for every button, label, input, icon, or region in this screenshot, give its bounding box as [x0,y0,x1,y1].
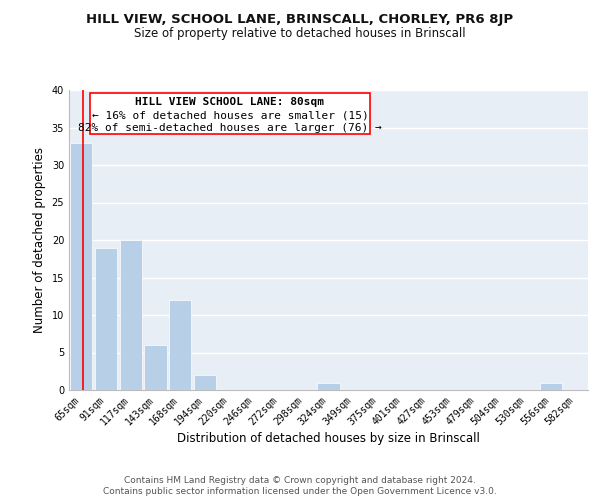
Text: Size of property relative to detached houses in Brinscall: Size of property relative to detached ho… [134,28,466,40]
Text: 82% of semi-detached houses are larger (76) →: 82% of semi-detached houses are larger (… [78,123,382,133]
Bar [540,382,562,390]
Bar [169,300,191,390]
Bar [119,240,142,390]
Bar [95,248,117,390]
Y-axis label: Number of detached properties: Number of detached properties [33,147,46,333]
Bar [145,345,167,390]
FancyBboxPatch shape [90,93,370,134]
Bar [70,142,92,390]
Bar [194,375,216,390]
Text: HILL VIEW SCHOOL LANE: 80sqm: HILL VIEW SCHOOL LANE: 80sqm [136,96,325,106]
Text: Contains public sector information licensed under the Open Government Licence v3: Contains public sector information licen… [103,488,497,496]
X-axis label: Distribution of detached houses by size in Brinscall: Distribution of detached houses by size … [177,432,480,446]
Text: HILL VIEW, SCHOOL LANE, BRINSCALL, CHORLEY, PR6 8JP: HILL VIEW, SCHOOL LANE, BRINSCALL, CHORL… [86,12,514,26]
Text: ← 16% of detached houses are smaller (15): ← 16% of detached houses are smaller (15… [92,110,368,120]
Bar [317,382,340,390]
Text: Contains HM Land Registry data © Crown copyright and database right 2024.: Contains HM Land Registry data © Crown c… [124,476,476,485]
